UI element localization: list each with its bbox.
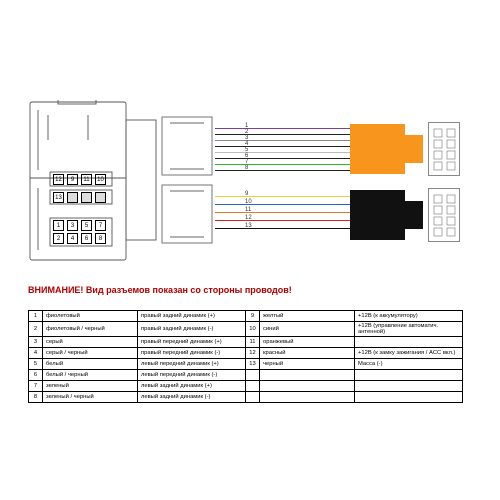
legend-row: 1фиолетовыйправый задний динамик (+)9жел… [29, 311, 463, 322]
wire-label: 9 [245, 191, 248, 197]
pin-empty [67, 192, 78, 203]
wire-label: 13 [245, 223, 252, 229]
pin-13: 13 [53, 192, 64, 203]
legend-row: 5белыйлевый передний динамик (+)13черный… [29, 359, 463, 370]
legend-row: 3серыйправый передний динамик (+)11оранж… [29, 337, 463, 348]
legend-row: 7зеленыйлевый задний динамик (+) [29, 381, 463, 392]
pin-10: 10 [95, 174, 106, 185]
iso-connector-bot [428, 188, 460, 242]
iso-connector-top [428, 122, 460, 176]
wire-9 [215, 196, 350, 197]
pin-12: 12 [53, 174, 64, 185]
pin-empty [81, 192, 92, 203]
pin-11: 11 [81, 174, 92, 185]
legend-row: 8зеленый / черныйлевый задний динамик (-… [29, 392, 463, 403]
wire-10 [215, 204, 350, 205]
pin-8: 8 [95, 233, 106, 244]
secondary-connector [160, 115, 220, 250]
wire-4 [215, 146, 350, 147]
legend-row: 2фиолетовый / черныйправый задний динами… [29, 322, 463, 337]
pin-3: 3 [67, 220, 78, 231]
pin-empty [95, 192, 106, 203]
wire-3 [215, 140, 350, 141]
connector-block-black [350, 190, 405, 240]
legend-row: 6белый / черныйлевый передний динамик (-… [29, 370, 463, 381]
wire-label: 12 [245, 215, 252, 221]
wire-11 [215, 212, 350, 213]
wire-1 [215, 128, 350, 129]
pin-1: 1 [53, 220, 64, 231]
warning-text: ВНИМАНИЕ! Вид разъемов показан со сторон… [28, 285, 292, 295]
legend-table: 1фиолетовыйправый задний динамик (+)9жел… [28, 310, 463, 403]
wire-2 [215, 134, 350, 135]
wire-label: 10 [245, 199, 252, 205]
pin-4: 4 [67, 233, 78, 244]
pin-7: 7 [95, 220, 106, 231]
main-connector [28, 100, 158, 265]
wire-6 [215, 158, 350, 159]
connector-block-black-ext [405, 201, 423, 229]
wire-label: 8 [245, 165, 248, 171]
connector-block-orange [350, 124, 405, 174]
wire-label: 11 [245, 207, 251, 213]
wire-12 [215, 220, 350, 221]
legend-row: 4серый / черныйправый передний динамик (… [29, 348, 463, 359]
wire-7 [215, 164, 350, 165]
pin-2: 2 [53, 233, 64, 244]
pin-9: 9 [67, 174, 78, 185]
wire-13 [215, 228, 350, 229]
pin-5: 5 [81, 220, 92, 231]
pin-6: 6 [81, 233, 92, 244]
wire-5 [215, 152, 350, 153]
connector-block-orange-ext [405, 135, 423, 163]
wire-8 [215, 170, 350, 171]
